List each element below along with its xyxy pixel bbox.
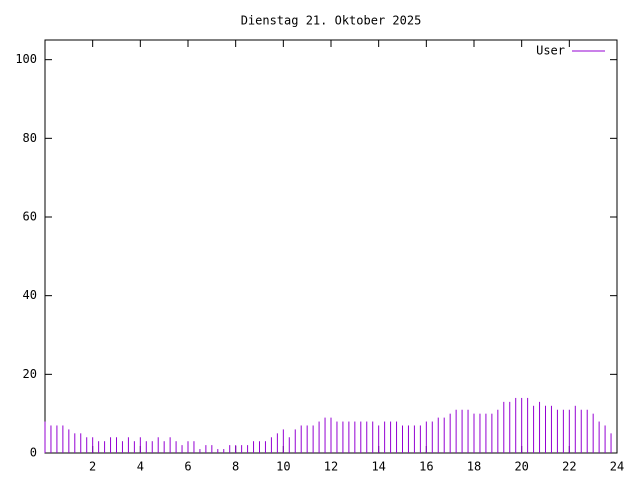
x-tick-label: 16 (419, 460, 433, 474)
y-tick-label: 20 (23, 367, 37, 381)
x-tick-label: 22 (562, 460, 576, 474)
y-tick-label: 100 (15, 52, 37, 66)
x-tick-label: 6 (184, 460, 191, 474)
y-tick-label: 60 (23, 210, 37, 224)
chart-title: Dienstag 21. Oktober 2025 (241, 14, 422, 28)
y-tick-label: 80 (23, 131, 37, 145)
y-tick-label: 40 (23, 288, 37, 302)
x-tick-label: 14 (371, 460, 385, 474)
x-tick-label: 18 (467, 460, 481, 474)
y-tick-label: 0 (30, 446, 37, 460)
x-tick-label: 2 (89, 460, 96, 474)
legend-label: User (536, 44, 565, 58)
x-tick-label: 4 (137, 460, 144, 474)
x-tick-label: 20 (514, 460, 528, 474)
x-tick-label: 24 (610, 460, 624, 474)
x-tick-label: 10 (276, 460, 290, 474)
x-tick-label: 12 (324, 460, 338, 474)
x-tick-label: 8 (232, 460, 239, 474)
